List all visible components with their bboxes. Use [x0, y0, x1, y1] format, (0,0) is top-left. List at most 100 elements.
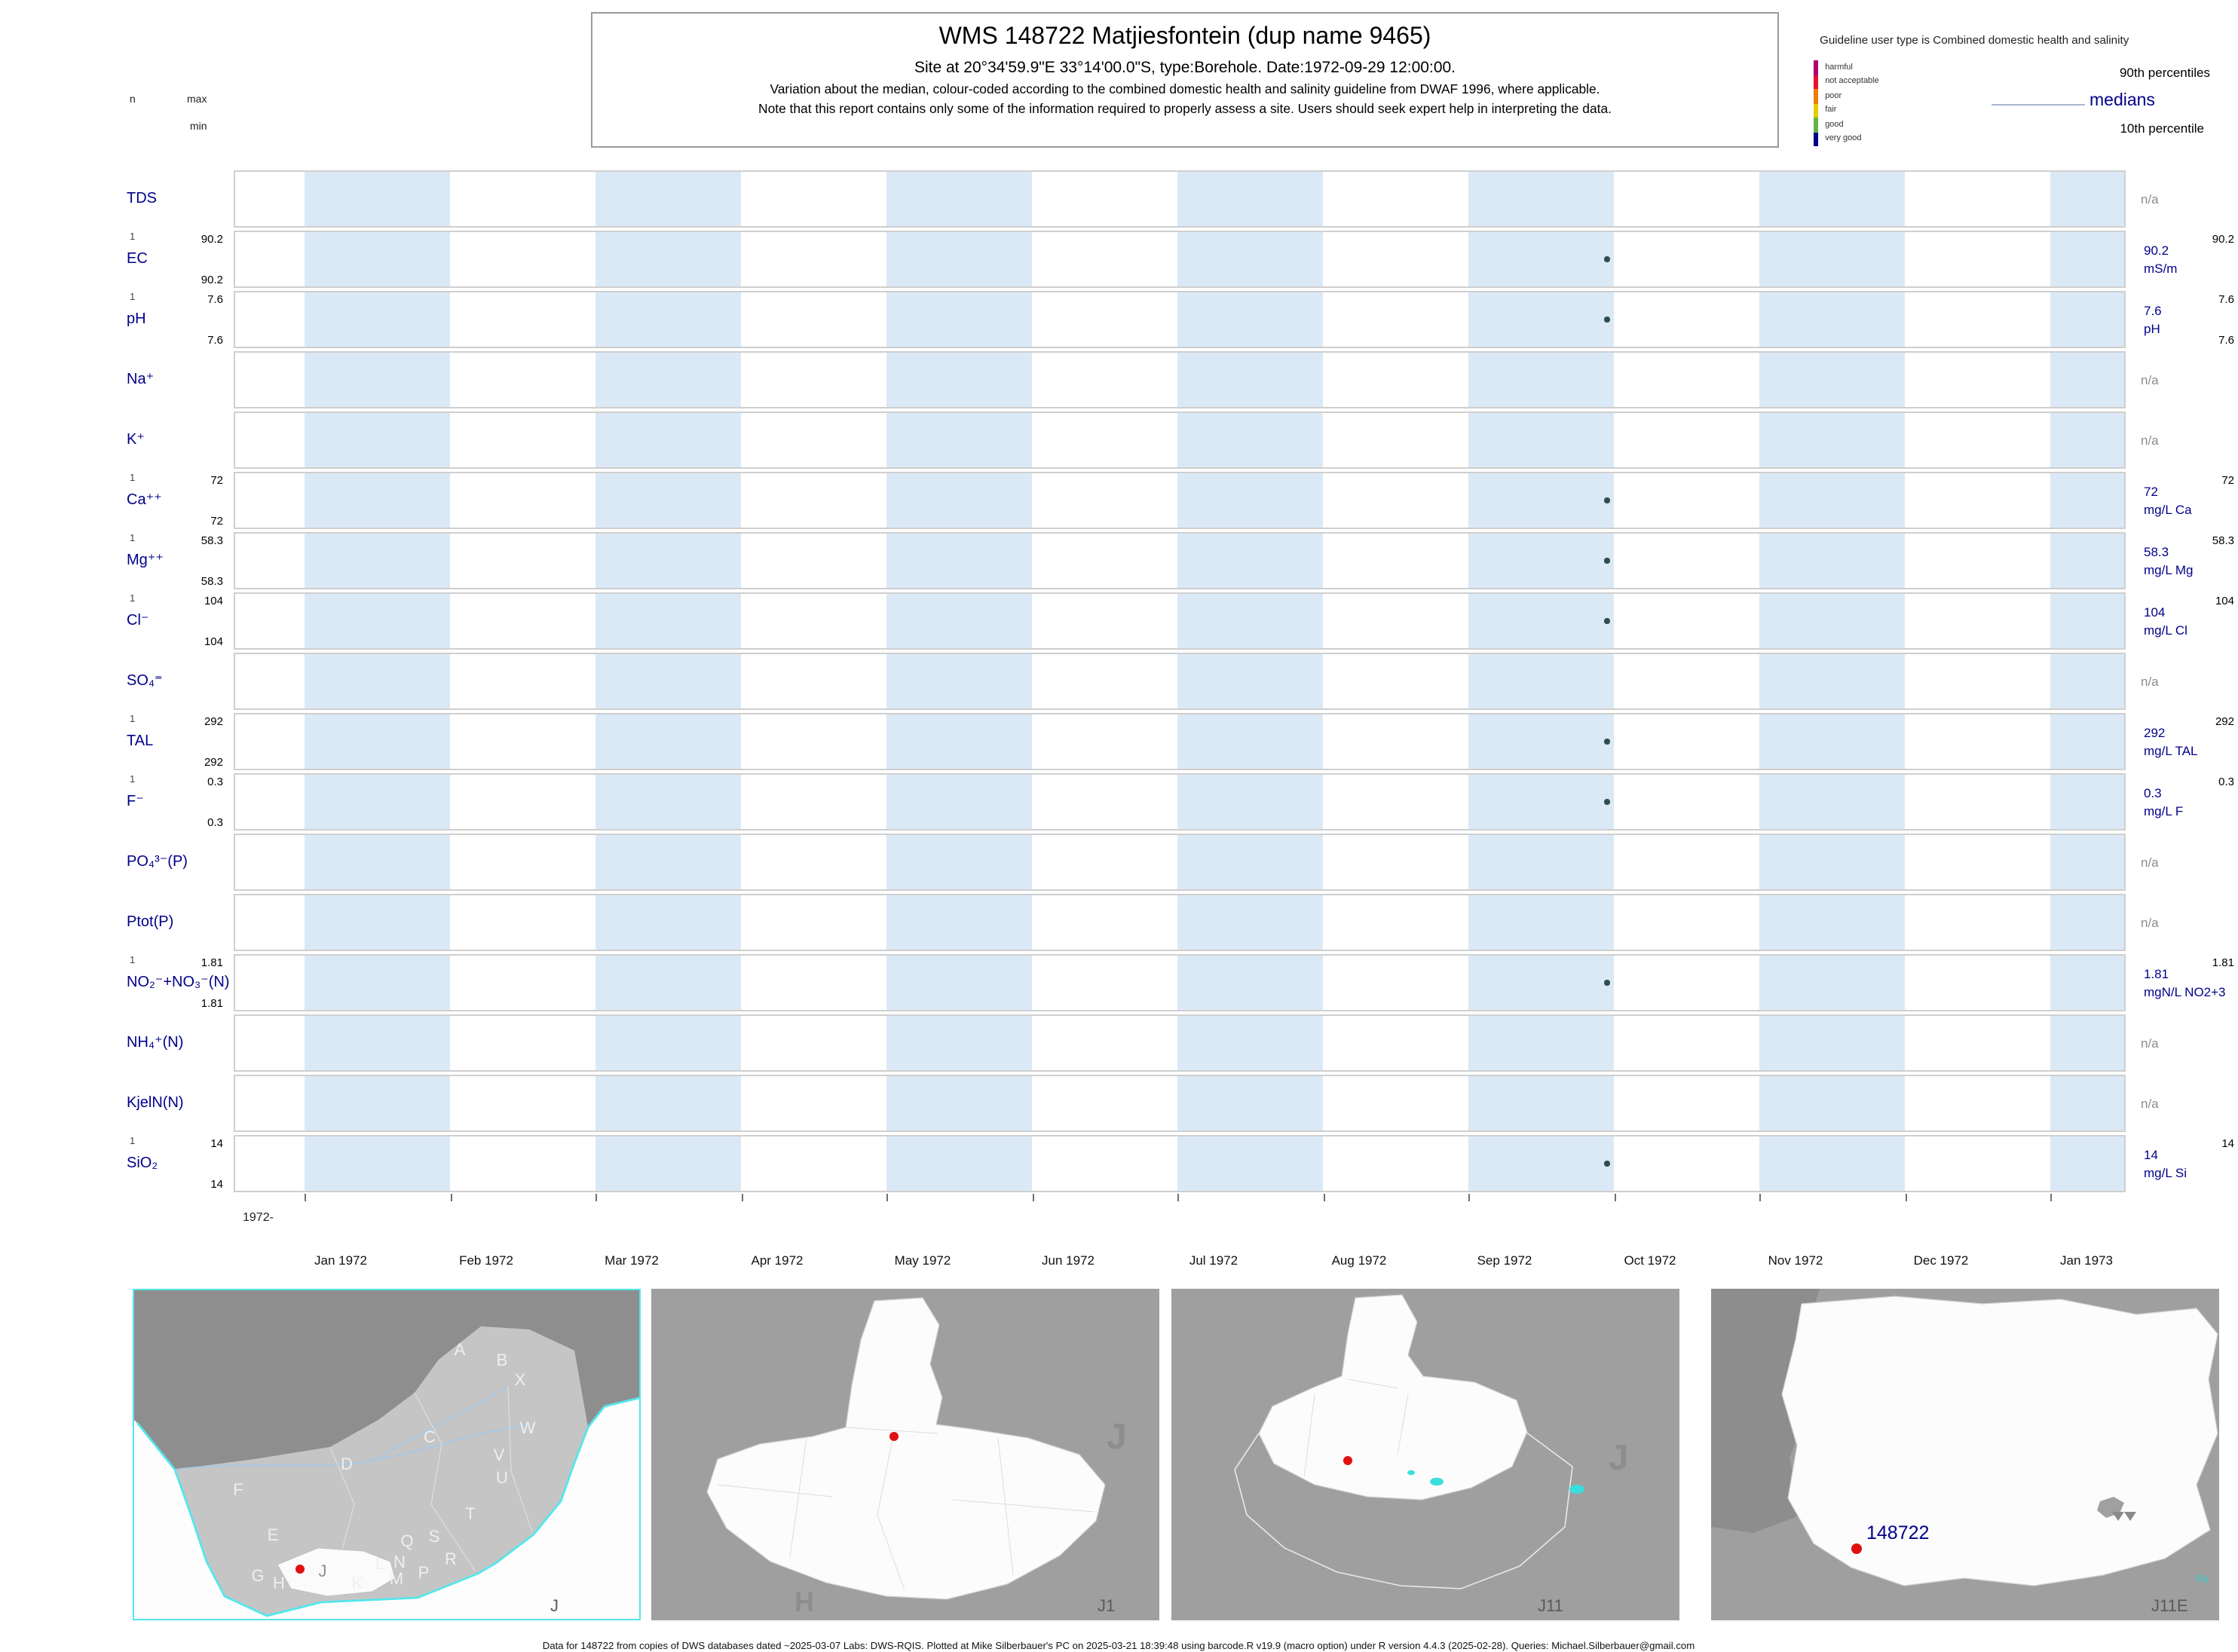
- param-row-nhn: NH₄⁺(N) n/a: [121, 1013, 2237, 1073]
- month-band: [234, 954, 2126, 1011]
- min-value: 104: [204, 635, 223, 648]
- max-value: 1.81: [201, 956, 223, 969]
- map-marker-glyphs: [2112, 1512, 2136, 1521]
- param-row-f: 1 0.3 F⁻ 0.3 0.3 mg/L F 0.3: [121, 772, 2237, 832]
- month-band: [234, 1075, 2126, 1132]
- subcatchment-boundaries: [1303, 1378, 1409, 1478]
- n-count: 1: [130, 473, 136, 484]
- month-tick: [741, 1194, 742, 1201]
- catchment-j11e-shape: [1781, 1296, 2218, 1586]
- na-label: n/a: [2141, 915, 2159, 930]
- region-letter-c: C: [424, 1429, 436, 1447]
- region-letter-h: H: [273, 1575, 285, 1593]
- region-letter-p: P: [418, 1565, 430, 1583]
- sample-point: [1604, 497, 1610, 503]
- map-region-j: J H J1: [651, 1289, 1159, 1620]
- month-band: [234, 834, 2126, 891]
- n-count: 1: [130, 956, 136, 966]
- p90-value: 90.2: [2212, 232, 2234, 246]
- month-tick: [1468, 1194, 1470, 1201]
- param-row-kjelnn: KjelN(N) n/a: [121, 1073, 2237, 1133]
- p90-value: 14: [2221, 1137, 2234, 1150]
- n-count: 1: [130, 232, 136, 243]
- guideline-class: fair: [1814, 103, 1879, 118]
- median-value: 1.81: [2144, 966, 2169, 981]
- na-label: n/a: [2141, 191, 2159, 206]
- month-band: [234, 713, 2126, 770]
- region-letter-e: E: [267, 1527, 279, 1545]
- month-label: Sep 1972: [1477, 1253, 1532, 1268]
- region-letter-b: B: [496, 1352, 508, 1370]
- na-label: n/a: [2141, 1096, 2159, 1111]
- dam-water-body: [1407, 1470, 1415, 1476]
- param-row-so: SO₄⁼ n/a: [121, 651, 2237, 711]
- region-letter-s: S: [428, 1528, 440, 1546]
- param-label: SiO₂: [127, 1155, 158, 1172]
- month-label: Nov 1972: [1768, 1253, 1823, 1268]
- median-value: 58.3: [2144, 544, 2169, 559]
- param-row-tal: 1 292 TAL 292 292 mg/L TAL 292: [121, 711, 2237, 772]
- na-label: n/a: [2141, 855, 2159, 870]
- p90-value: 58.3: [2212, 534, 2234, 547]
- max-value: 72: [210, 473, 223, 487]
- region-letter-t: T: [465, 1506, 476, 1524]
- param-row-tds: TDS n/a: [121, 169, 2237, 229]
- unit-label: mS/m: [2144, 261, 2178, 276]
- median-value: 292: [2144, 725, 2166, 740]
- na-label: n/a: [2141, 674, 2159, 689]
- guideline-class-legend: harmful not acceptable poor fair good very go…: [1814, 60, 1879, 146]
- sample-point: [1604, 739, 1610, 745]
- param-row-mg: 1 58.3 Mg⁺⁺ 58.3 58.3 mg/L Mg 58.3: [121, 531, 2237, 591]
- region-letter-u: U: [496, 1470, 508, 1488]
- south-africa-landmass: [175, 1326, 588, 1616]
- parameter-rows: TDS n/a 1 90.2 EC 90.2 90.2 mS/m 90.2 1 7.6 pH 7.6 7.…: [121, 169, 2237, 1194]
- guideline-class-label: poor: [1825, 91, 1842, 101]
- p90-legend-label: 90th percentiles: [2119, 65, 2210, 80]
- axis-start-label: 1972-: [243, 1210, 274, 1224]
- region-letter-a: A: [454, 1341, 466, 1360]
- map-catchment-j11e: 148722 Fk J11E: [1711, 1289, 2219, 1620]
- param-row-na: Na⁺ n/a: [121, 350, 2237, 410]
- param-row-cl: 1 104 Cl⁻ 104 104 mg/L Cl 104: [121, 591, 2237, 651]
- param-label: SO₄⁼: [127, 673, 163, 690]
- guideline-color-swatch: [1814, 75, 1818, 89]
- panel3-big-region-letter: J: [1609, 1438, 1629, 1479]
- region-j-map-drawing: [651, 1289, 1159, 1620]
- month-tick: [1759, 1194, 1761, 1201]
- min-value: 292: [204, 755, 223, 769]
- max-value: 14: [210, 1137, 223, 1150]
- n-count: 1: [130, 292, 136, 303]
- river-code-label: Fk: [2197, 1575, 2209, 1586]
- month-band: [234, 894, 2126, 951]
- median-value: 0.3: [2144, 785, 2162, 800]
- guideline-class: not acceptable: [1814, 75, 1879, 89]
- param-label: Na⁺: [127, 372, 155, 388]
- dam-water-body: [1430, 1477, 1444, 1486]
- max-value: 292: [204, 714, 223, 728]
- region-letter-g: G: [251, 1568, 265, 1586]
- p90-value: 104: [2215, 594, 2234, 607]
- month-tick: [886, 1194, 888, 1201]
- max-legend-label: max: [187, 95, 207, 106]
- guideline-class: very good: [1814, 132, 1879, 146]
- month-label: May 1972: [894, 1253, 951, 1268]
- param-row-nonon: 1 1.81 NO₂⁻+NO₃⁻(N) 1.81 1.81 mgN/L NO2+3 1.81: [121, 953, 2237, 1013]
- max-value: 104: [204, 594, 223, 607]
- month-tick: [2050, 1194, 2052, 1201]
- month-label: Oct 1972: [1624, 1253, 1676, 1268]
- param-label: NO₂⁻+NO₃⁻(N): [127, 974, 230, 991]
- na-label: n/a: [2141, 1036, 2159, 1051]
- n-count: 1: [130, 1137, 136, 1147]
- p90-value: 1.81: [2212, 956, 2234, 969]
- report-note-2: Note that this report contains only some…: [758, 101, 1612, 116]
- guideline-color-swatch: [1814, 89, 1818, 103]
- param-label: PO₄³⁻(P): [127, 854, 188, 870]
- month-band: [234, 532, 2126, 589]
- region-letter-v: V: [493, 1447, 505, 1465]
- report-note-1: Variation about the median, colour-coded…: [770, 81, 1600, 96]
- param-row-ec: 1 90.2 EC 90.2 90.2 mS/m 90.2: [121, 229, 2237, 289]
- p90-value: 72: [2221, 473, 2234, 487]
- param-label: Mg⁺⁺: [127, 552, 164, 569]
- region-letter-q: Q: [400, 1533, 414, 1551]
- water-quality-report: n max min WMS 148722 Matjiesfontein (dup…: [121, 12, 2237, 1652]
